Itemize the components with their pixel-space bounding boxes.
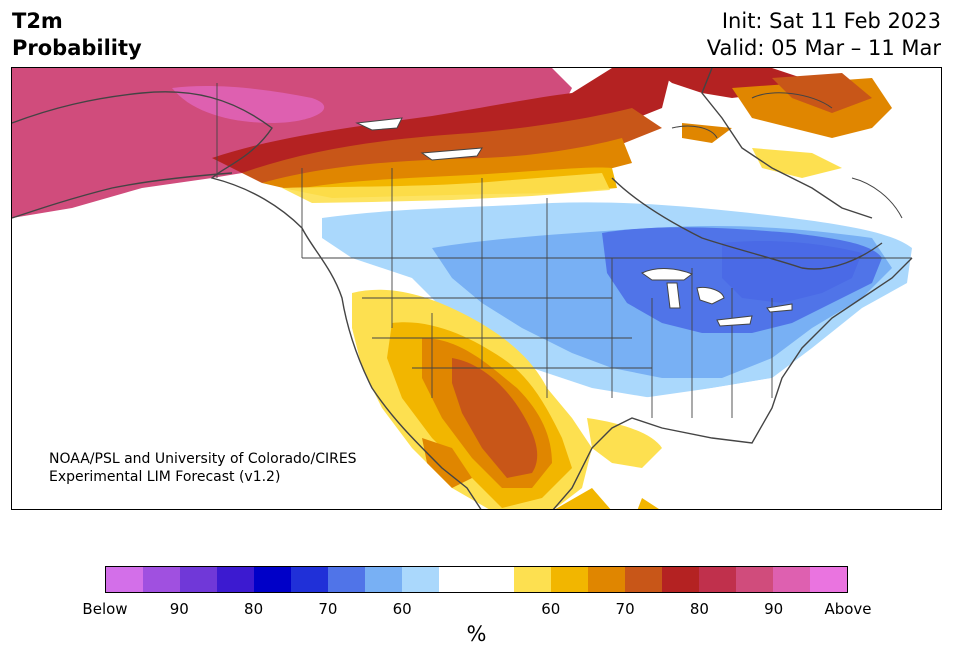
colorbar-tick-label: 80 [689, 600, 709, 618]
credit-text: NOAA/PSL and University of Colorado/CIRE… [49, 450, 357, 486]
colorbar-tick-label: 70 [318, 600, 338, 618]
colorbar-units: % [466, 622, 487, 646]
colorbar-tick-labels: Below 90 80 70 60 60 70 80 90 Above [0, 600, 953, 620]
colorbar-swatch [698, 567, 736, 592]
colorbar-swatch [809, 567, 847, 592]
colorbar-swatch [328, 567, 366, 592]
map-title: T2m Probability [12, 8, 142, 62]
colorbar-tick-label: 90 [764, 600, 784, 618]
forecast-dates: Init: Sat 11 Feb 2023 Valid: 05 Mar – 11… [707, 8, 941, 62]
forecast-map [11, 67, 942, 510]
colorbar-swatch [735, 567, 773, 592]
colorbar-tick-label: 80 [244, 600, 264, 618]
colorbar-swatch [772, 567, 810, 592]
colorbar-swatch [624, 567, 662, 592]
colorbar-swatch [291, 567, 329, 592]
product-label: Probability [12, 36, 142, 60]
valid-range: Valid: 05 Mar – 11 Mar [706, 36, 941, 60]
colorbar-swatch [661, 567, 699, 592]
colorbar-tick-label: Above [824, 600, 872, 618]
credit-line-2: Experimental LIM Forecast (v1.2) [49, 469, 281, 485]
colorbar-swatch [365, 567, 403, 592]
colorbar-swatch [217, 567, 255, 592]
variable-label: T2m [12, 9, 63, 33]
colorbar-tick-label: 60 [392, 600, 412, 618]
colorbar-swatch [476, 567, 514, 592]
init-date: Init: Sat 11 Feb 2023 [721, 9, 941, 33]
colorbar-swatch [439, 567, 477, 592]
colorbar-tick-label: 70 [615, 600, 635, 618]
colorbar-swatch [402, 567, 440, 592]
colorbar-swatch [180, 567, 218, 592]
credit-line-1: NOAA/PSL and University of Colorado/CIRE… [49, 451, 357, 467]
colorbar-swatch [106, 567, 144, 592]
colorbar-tick-label: 90 [169, 600, 189, 618]
colorbar-tick-label: 60 [541, 600, 561, 618]
colorbar-swatch [587, 567, 625, 592]
colorbar-swatch [254, 567, 292, 592]
colorbar-swatch [143, 567, 181, 592]
map-graphic [12, 68, 941, 509]
colorbar-tick-label: Below [82, 600, 128, 618]
colorbar-swatch [550, 567, 588, 592]
colorbar-swatch [513, 567, 551, 592]
colorbar [105, 566, 848, 593]
